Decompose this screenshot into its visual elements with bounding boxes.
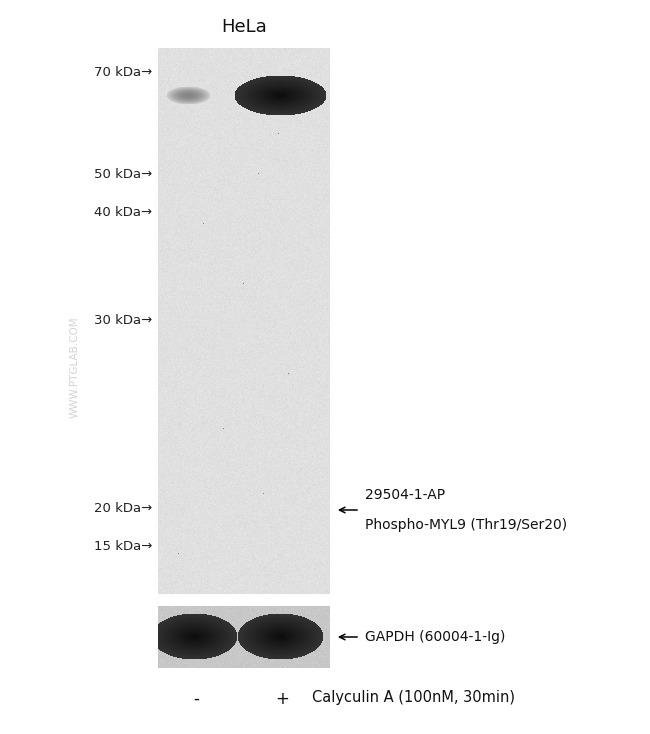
Text: -: - [193, 690, 199, 708]
Text: 40 kDa→: 40 kDa→ [94, 206, 152, 219]
Text: Calyculin A (100nM, 30min): Calyculin A (100nM, 30min) [312, 690, 515, 705]
Text: 20 kDa→: 20 kDa→ [94, 501, 152, 515]
Text: GAPDH (60004-1-Ig): GAPDH (60004-1-Ig) [365, 630, 506, 644]
Text: WWW.PTGLAB.COM: WWW.PTGLAB.COM [70, 316, 80, 418]
Text: +: + [275, 690, 289, 708]
Text: 30 kDa→: 30 kDa→ [94, 314, 152, 327]
Text: HeLa: HeLa [221, 18, 267, 36]
Text: Phospho-MYL9 (Thr19/Ser20): Phospho-MYL9 (Thr19/Ser20) [365, 518, 567, 532]
Text: 50 kDa→: 50 kDa→ [94, 169, 152, 181]
Text: 70 kDa→: 70 kDa→ [94, 65, 152, 79]
Text: 15 kDa→: 15 kDa→ [94, 539, 152, 553]
Text: 29504-1-AP: 29504-1-AP [365, 488, 445, 502]
